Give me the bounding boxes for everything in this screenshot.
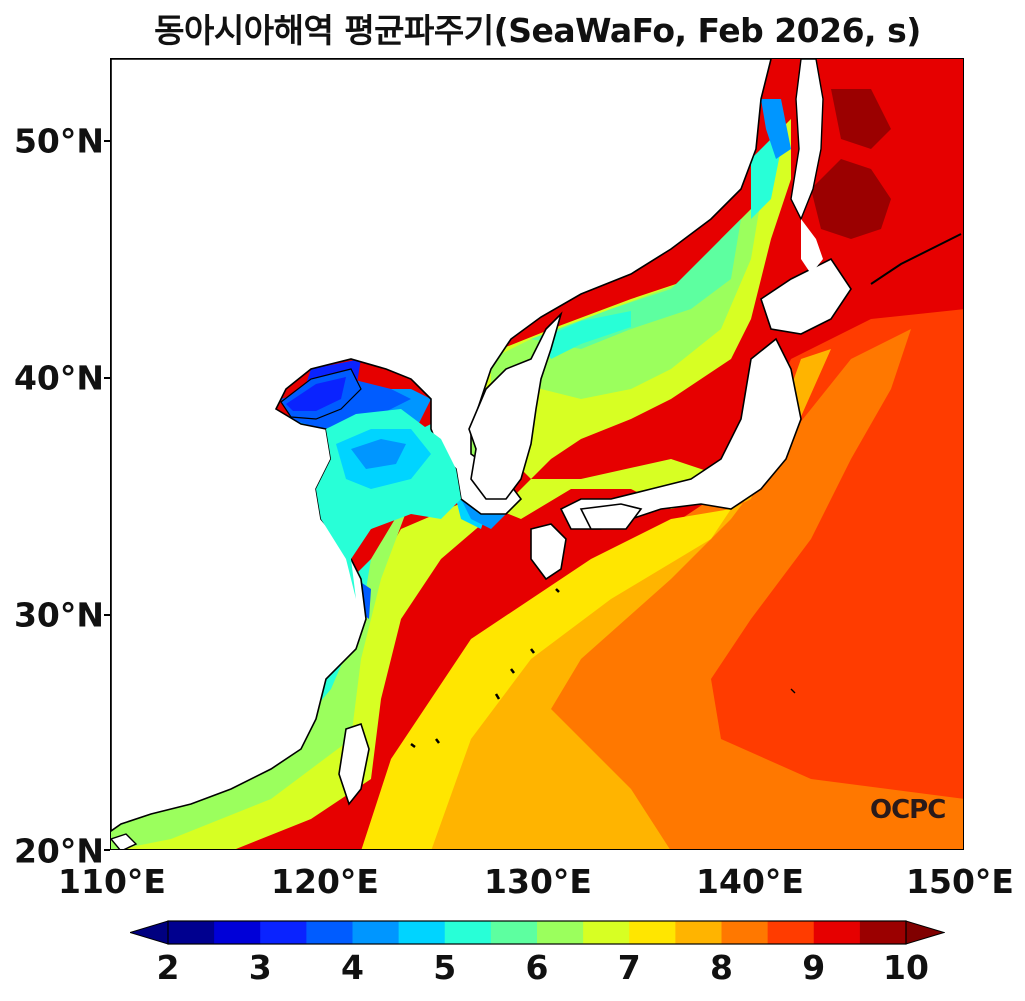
land-hokkaido — [760, 257, 852, 335]
colorbar-segment — [398, 921, 446, 944]
colorbar-under-arrow — [130, 920, 169, 945]
lat-tick-40 — [104, 377, 110, 379]
colorbar-tick-label: 5 — [433, 948, 457, 987]
land-sakhalin — [790, 59, 824, 221]
lon-label-140: 140°E — [696, 862, 804, 901]
colorbar-tick-label: 2 — [156, 948, 180, 987]
land-taiwan — [338, 722, 370, 806]
land-far-east — [801, 219, 823, 274]
colorbar-tick-label: 8 — [710, 948, 733, 987]
lat-tick-30 — [104, 614, 110, 616]
wave-period-map — [110, 58, 964, 850]
colorbar-segment — [675, 921, 723, 944]
colorbar-tick-label: 10 — [883, 948, 929, 987]
colorbar-segments — [168, 921, 907, 944]
colorbar — [130, 920, 945, 945]
map-title: 동아시아해역 평균파주기(SeaWaFo, Feb 2026, s) — [154, 11, 921, 50]
colorbar-segment — [260, 921, 307, 944]
lat-tick-50 — [104, 140, 110, 142]
colorbar-over-arrow — [905, 920, 945, 945]
lon-label-150: 150°E — [906, 862, 1014, 901]
lat-tick-20 — [104, 849, 110, 851]
colorbar-segment — [352, 921, 400, 944]
land-kurils — [870, 233, 962, 285]
colorbar-tick-label: 6 — [525, 948, 549, 987]
ocpc-watermark: OCPC — [870, 795, 946, 825]
field-band-10 — [811, 89, 891, 239]
lon-label-120: 120°E — [271, 862, 379, 901]
colorbar-segment — [767, 921, 815, 944]
land-ryukyu — [410, 588, 560, 748]
field-yellow-sea-core — [351, 439, 406, 469]
colorbar-segment — [859, 921, 907, 944]
colorbar-segment — [444, 921, 492, 944]
lat-label-40: 40°N — [13, 358, 104, 398]
colorbar-tick-label: 3 — [248, 948, 272, 987]
colorbar-segment — [306, 921, 354, 944]
field-band-6 — [111, 199, 761, 849]
colorbar-segment — [490, 921, 538, 944]
colorbar-segment — [721, 921, 769, 944]
field-band-6.5 — [111, 119, 791, 849]
colorbar-segment — [214, 921, 261, 944]
field-bohai-inner — [286, 377, 346, 411]
field-band-8.5 — [441, 329, 963, 849]
land-shikoku — [579, 503, 643, 530]
colorbar-tick-label: 4 — [341, 948, 364, 987]
field-band-7.5 — [361, 509, 731, 849]
lon-label-130: 130°E — [484, 862, 592, 901]
colorbar-tick-label: 9 — [802, 948, 826, 987]
lon-label-110: 110°E — [58, 862, 166, 901]
lat-label-30: 30°N — [13, 595, 104, 635]
land-kyushu — [530, 523, 567, 581]
colorbar-segment — [168, 921, 215, 944]
land-korea — [468, 311, 563, 500]
lat-label-20: 20°N — [13, 831, 104, 871]
colorbar-segment — [537, 921, 584, 944]
lat-label-50: 50°N — [13, 121, 104, 161]
colorbar-outline — [167, 920, 907, 945]
colorbar-segment — [813, 921, 861, 944]
colorbar-segment — [583, 921, 630, 944]
colorbar-segment — [629, 921, 676, 944]
land-small-islands — [111, 688, 796, 849]
map-canvas — [111, 59, 963, 849]
colorbar-tick-label: 7 — [617, 948, 641, 987]
